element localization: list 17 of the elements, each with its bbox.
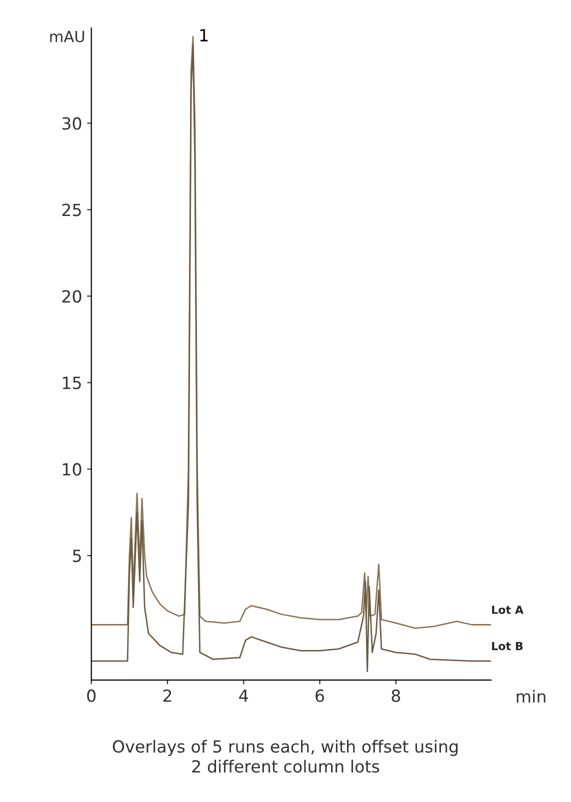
annotation: 1	[200, 29, 208, 42]
y-tick-label: 30	[62, 117, 82, 130]
x-tick-label: 0	[87, 689, 96, 702]
x-tick-label: 4	[239, 690, 248, 702]
y-tick-label: 10	[62, 463, 82, 476]
x-tick-label: 8	[392, 689, 400, 702]
x-tick-label: 6	[316, 689, 324, 702]
series-label: Lot B	[492, 642, 523, 650]
y-tick-label: 20	[62, 290, 82, 303]
y-tick-label: 5	[73, 550, 81, 562]
x-tick-label: 2	[163, 689, 172, 702]
text: Overlays of 5 runs each, with offset using 2 different column lots	[112, 740, 458, 773]
x-axis-title: min	[516, 690, 546, 703]
y-axis-title: mAU	[50, 30, 84, 42]
series-label: Lot A	[492, 606, 524, 614]
y-tick-label: 25	[62, 204, 81, 216]
y-tick-label: 15	[62, 376, 81, 390]
